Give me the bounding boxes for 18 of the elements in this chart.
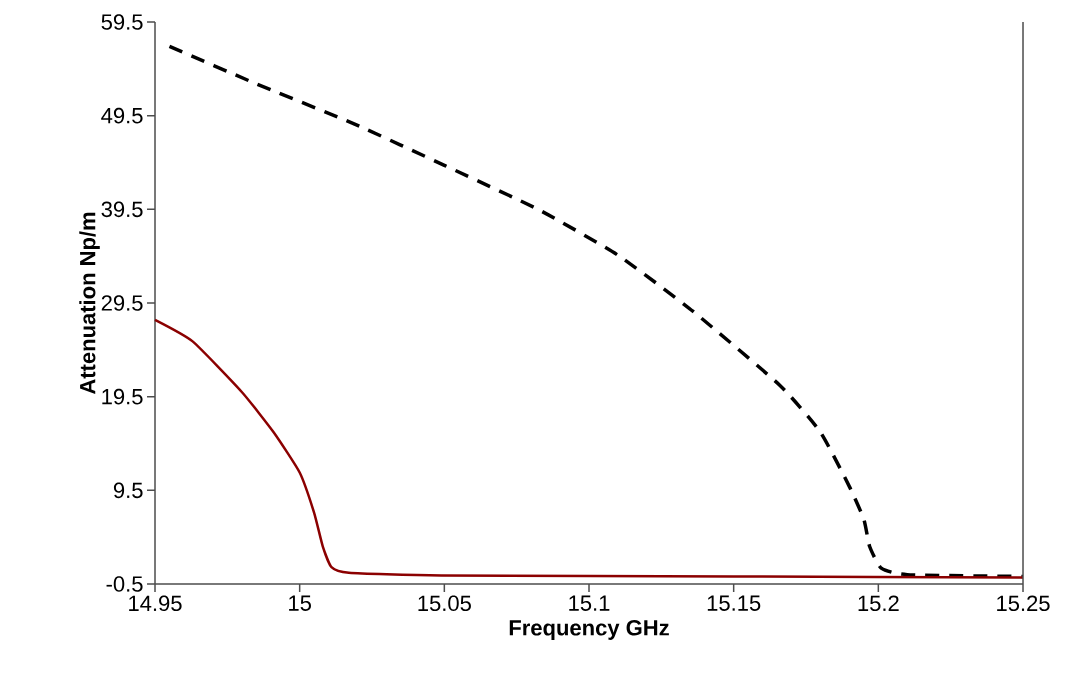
y-tick-label: 59.5 [101, 14, 143, 30]
y-tick-label: 19.5 [102, 388, 143, 405]
x-tick-label: 15.1 [569, 595, 610, 611]
x-tick-label: 15.2 [858, 595, 899, 612]
line-series [153, 318, 1025, 579]
y-axis-title: Attenuation Np/m [79, 212, 100, 395]
y-tick-label: 39.5 [101, 201, 143, 218]
y-tick-label: 49.5 [101, 107, 143, 124]
x-tick-label: 15.25 [997, 595, 1050, 612]
line-series [167, 44, 1025, 579]
x-tick-label: 15 [289, 595, 311, 611]
y-tick-label: 9.5 [113, 482, 143, 499]
x-tick-label: 15.15 [707, 595, 761, 611]
x-axis-title: Frequency GHz [509, 619, 669, 640]
x-tick-label: 15.05 [418, 595, 471, 612]
x-tick-label: 14.95 [129, 595, 182, 612]
y-tick-label: -0.5 [106, 576, 143, 592]
y-tick-label: 29.5 [101, 295, 143, 311]
